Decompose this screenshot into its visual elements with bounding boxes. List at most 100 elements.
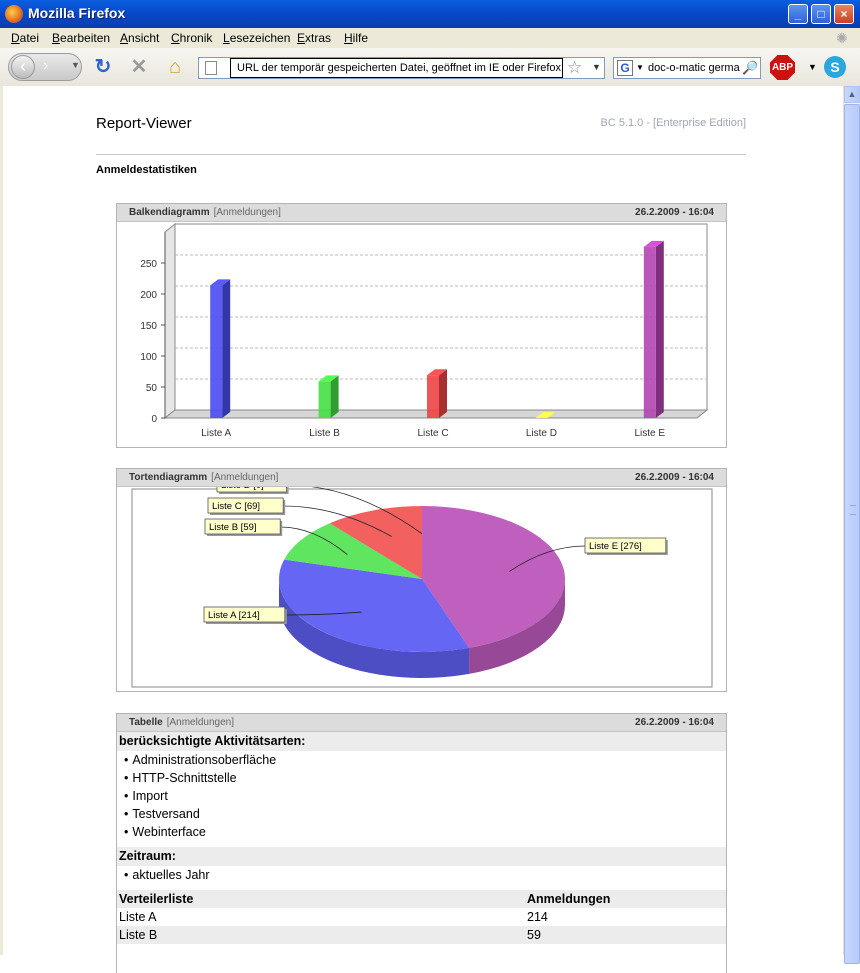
bar-side xyxy=(655,240,664,418)
page-title: Report-Viewer xyxy=(96,115,192,132)
bar-side xyxy=(330,375,339,418)
window-title: Mozilla Firefox xyxy=(28,5,126,21)
page-icon xyxy=(205,61,217,75)
leader-line xyxy=(284,611,362,616)
menu-lesezeichen[interactable]: Lesezeichen xyxy=(223,31,291,45)
bar-side xyxy=(222,279,231,418)
reload-icon[interactable]: ↻ xyxy=(94,56,112,78)
activities-header: berücksichtigte Aktivitätsarten: xyxy=(117,732,726,751)
search-icon[interactable]: 🔎 xyxy=(742,60,759,75)
y-tick-label: 250 xyxy=(140,259,157,270)
scrollbar-thumb[interactable] xyxy=(844,104,860,964)
report-table: berücksichtigte Aktivitätsarten: Adminis… xyxy=(117,732,726,944)
leader-line xyxy=(283,505,392,537)
column-header-list: Verteilerliste xyxy=(119,892,194,906)
back-button[interactable]: ‹ xyxy=(11,55,35,79)
panel-subtitle: [Anmeldungen] xyxy=(213,207,281,218)
maximize-button[interactable]: □ xyxy=(811,4,831,24)
x-tick-label: Liste E xyxy=(635,428,666,439)
bar-front xyxy=(427,375,439,418)
x-tick-label: Liste D xyxy=(526,428,557,439)
menu-chronik[interactable]: Chronik xyxy=(171,31,213,45)
panel-date: 26.2.2009 - 16:04 xyxy=(635,717,714,728)
x-tick-label: Liste C xyxy=(417,428,448,439)
back-forward-group: ‹ › ▼ xyxy=(8,53,82,81)
url-tooltip: URL der temporär gespeicherten Datei, ge… xyxy=(230,58,563,78)
x-tick-label: Liste A xyxy=(201,428,231,439)
x-tick-label: Liste B xyxy=(309,428,340,439)
pie-label: Liste C [69] xyxy=(212,501,260,512)
y-tick-label: 50 xyxy=(146,383,158,394)
list-item: Administrationsoberfläche xyxy=(117,751,726,769)
slice-liste-b xyxy=(284,523,422,579)
adblock-icon[interactable]: ABP xyxy=(770,55,795,80)
google-search-engine-icon[interactable]: G xyxy=(617,60,633,76)
panel-date: 26.2.2009 - 16:04 xyxy=(635,472,714,483)
forward-button[interactable]: › xyxy=(43,57,49,74)
menu-datei[interactable]: Datei xyxy=(11,31,40,45)
firefox-icon xyxy=(5,5,23,23)
scroll-up-icon[interactable]: ▲ xyxy=(844,86,860,103)
slice-liste-e xyxy=(422,506,565,648)
slice-liste-c xyxy=(329,506,422,579)
list-item: Testversand xyxy=(117,805,726,823)
slice-side-liste-a xyxy=(279,579,470,678)
home-icon[interactable]: ⌂ xyxy=(168,56,182,78)
adblock-dropdown-icon[interactable]: ▼ xyxy=(808,62,817,72)
panel-title: Balkendiagramm xyxy=(129,207,210,218)
bar-side xyxy=(439,369,447,418)
list-item: aktuelles Jahr xyxy=(117,866,726,884)
bar-front xyxy=(210,285,223,418)
close-button[interactable]: × xyxy=(834,4,854,24)
search-input[interactable]: doc-o-matic german xyxy=(648,62,740,74)
panel-title: Tortendiagramm xyxy=(129,472,208,483)
column-header-count: Anmeldungen xyxy=(527,892,611,906)
list-item: Webinterface xyxy=(117,823,726,841)
menu-extras[interactable]: Extras xyxy=(297,31,332,45)
search-engine-dropdown-icon[interactable]: ▼ xyxy=(636,63,644,72)
panel-subtitle: [Anmeldungen] xyxy=(166,717,234,728)
pie-chart: Liste E [276] Liste A [214] Liste B [59] Li… xyxy=(131,476,713,688)
bar-liste-c xyxy=(427,369,447,418)
history-dropdown-icon[interactable]: ▼ xyxy=(71,60,80,70)
slice-side-liste-e xyxy=(469,579,565,674)
pie-label: Liste E [276] xyxy=(589,541,642,552)
vertical-scrollbar[interactable]: ▲ xyxy=(843,86,860,964)
cell-count: 214 xyxy=(527,910,548,924)
table-panel: Tabelle [Anmeldungen] 26.2.2009 - 16:04 b… xyxy=(116,713,727,973)
bar-front xyxy=(318,381,331,418)
minimize-button[interactable]: _ xyxy=(788,4,808,24)
skype-icon[interactable]: S xyxy=(824,56,846,78)
label-box xyxy=(204,518,281,535)
bookmark-star-icon[interactable]: ☆ xyxy=(567,58,583,77)
panel-title: Tabelle xyxy=(129,717,163,728)
panel-subtitle: [Anmeldungen] xyxy=(211,472,279,483)
y-tick-label: 100 xyxy=(140,352,157,363)
table-row: Liste A 214 xyxy=(117,908,726,926)
edition-label: BC 5.1.0 - [Enterprise Edition] xyxy=(600,117,746,129)
menu-bearbeiten[interactable]: Bearbeiten xyxy=(52,31,111,45)
menu-hilfe[interactable]: Hilfe xyxy=(344,31,369,45)
bar-chart-panel: 0 50 100 150 200 250 Liste A Liste B Liste C List… xyxy=(116,203,727,448)
stop-icon[interactable]: ✕ xyxy=(130,56,148,78)
panel-date: 26.2.2009 - 16:04 xyxy=(635,207,714,218)
search-box[interactable]: G ▼ doc-o-matic german 🔎 xyxy=(613,57,761,79)
menubar: Datei Bearbeiten Ansicht Chronik Lesezei… xyxy=(0,28,860,48)
bar-chart: 0 50 100 150 200 250 Liste A Liste B Liste C List… xyxy=(140,222,709,439)
bar-top xyxy=(318,375,339,382)
section-title: Anmeldestatistiken xyxy=(96,164,197,176)
url-dropdown-icon[interactable]: ▼ xyxy=(592,62,601,72)
menu-ansicht[interactable]: Ansicht xyxy=(120,31,160,45)
bar-liste-a xyxy=(210,279,231,418)
panel-header: Tortendiagramm [Anmeldungen] 26.2.2009 - … xyxy=(117,469,726,487)
cell-count: 59 xyxy=(527,928,541,942)
y-tick-label: 0 xyxy=(151,414,157,425)
leader-line xyxy=(280,526,348,555)
table-header-row: Verteilerliste Anmeldungen xyxy=(117,890,726,908)
pie-label: Liste B [59] xyxy=(209,522,257,533)
cell-list: Liste A xyxy=(119,910,157,924)
bar-top xyxy=(210,279,231,286)
label-box xyxy=(207,497,284,514)
panel-header: Tabelle [Anmeldungen] 26.2.2009 - 16:04 xyxy=(117,714,726,732)
window-titlebar: Mozilla Firefox _ □ × xyxy=(0,0,860,28)
